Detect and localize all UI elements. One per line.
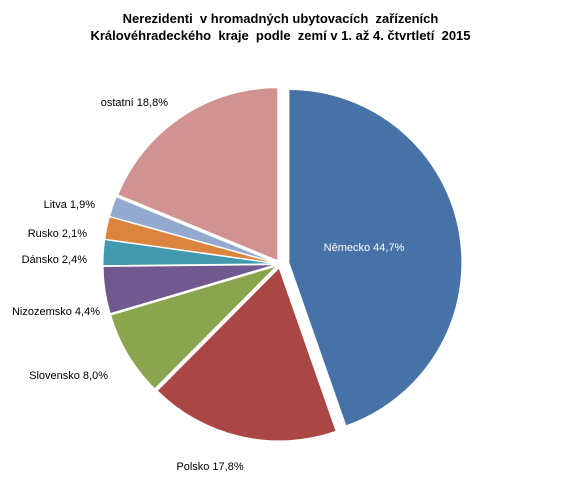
pie-slice-německo bbox=[288, 88, 463, 427]
slice-label-ostatní: ostatní 18,8% bbox=[101, 97, 168, 109]
slice-label-slovensko: Slovensko 8,0% bbox=[29, 370, 108, 382]
slice-label-dánsko: Dánsko 2,4% bbox=[22, 254, 88, 266]
chart-title-line-2: Královéhradeckého kraje podle zemí v 1. … bbox=[90, 28, 471, 43]
pie-slice-nizozemsko bbox=[102, 264, 277, 315]
pie-slice-slovensko bbox=[110, 265, 277, 390]
pie-slice-dánsko bbox=[102, 239, 277, 267]
slice-label-německo: Německo 44,7% bbox=[324, 242, 405, 254]
pie-slice-ostatní bbox=[117, 87, 279, 262]
pie-slice-rusko bbox=[104, 216, 277, 264]
slice-label-nizozemsko: Nizozemsko 4,4% bbox=[12, 306, 100, 318]
pie-slice-polsko bbox=[156, 266, 337, 442]
slice-label-rusko: Rusko 2,1% bbox=[28, 228, 88, 240]
pie-slice-litva bbox=[108, 196, 277, 264]
slice-label-polsko: Polsko 17,8% bbox=[176, 461, 243, 473]
chart-title-line-1: Nerezidenti v hromadných ubytovacích zař… bbox=[122, 11, 439, 26]
slice-label-litva: Litva 1,9% bbox=[44, 199, 96, 211]
